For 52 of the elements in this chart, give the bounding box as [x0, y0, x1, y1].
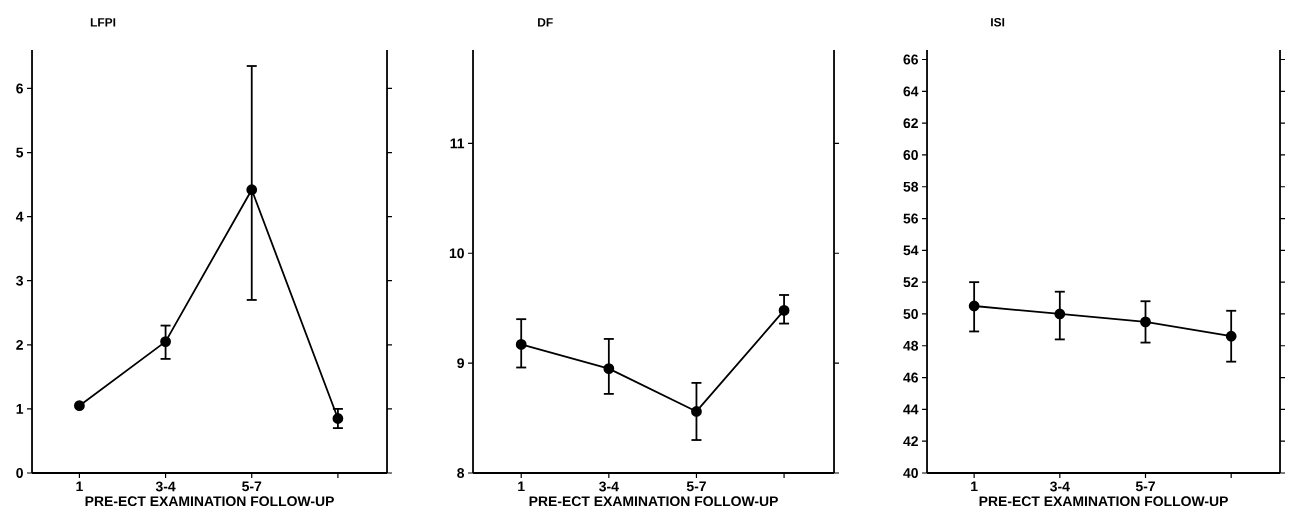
y-tick-label: 54	[903, 245, 919, 256]
x-tick-label: 3-4	[599, 481, 619, 492]
x-tick-label: 5-7	[1135, 481, 1155, 492]
point	[74, 400, 85, 412]
y-tick-label: 2	[16, 339, 23, 350]
y-tick-label: 44	[903, 404, 919, 415]
y-tick-label: 58	[903, 181, 919, 192]
y-tick-label: 1	[16, 404, 24, 414]
y-tick-label: 11	[450, 138, 465, 149]
y-tick-label: 10	[449, 248, 464, 259]
x-axis-title: PRE-ECT EXAMINATION FOLLOW-UP	[85, 496, 334, 507]
y-tick-label: 66	[903, 54, 918, 65]
y-tick-label: 9	[457, 358, 464, 369]
chart-title: LFPI	[90, 18, 116, 27]
point	[515, 339, 527, 350]
y-tick-label: 56	[903, 213, 918, 224]
point	[246, 184, 258, 196]
x-tick-label: 3-4	[1050, 481, 1070, 492]
x-tick-label: 1	[518, 481, 525, 492]
point	[1225, 330, 1237, 342]
x-axis-title: PRE-ECT EXAMINATION FOLLOW-UP	[529, 496, 778, 507]
y-tick-label: 5	[16, 147, 24, 158]
y-tick-label: 64	[903, 86, 919, 97]
y-tick-label: 8	[457, 468, 465, 478]
point	[968, 300, 980, 312]
y-tick-label: 42	[903, 436, 918, 447]
y-tick-label: 62	[903, 118, 918, 129]
x-tick-label: 1	[971, 481, 978, 492]
y-tick-label: 40	[903, 468, 918, 478]
point	[1140, 316, 1151, 328]
x-tick-label: 5-7	[686, 481, 706, 492]
point	[1054, 308, 1066, 320]
x-tick-label: 1	[76, 481, 83, 492]
x-tick-label: 5-7	[242, 481, 262, 492]
chart-title: DF	[538, 18, 553, 27]
point	[691, 406, 702, 417]
chart-title: ISI	[991, 18, 1005, 27]
y-tick-label: 52	[903, 277, 918, 288]
y-tick-label: 4	[15, 211, 24, 222]
y-tick-label: 60	[903, 149, 918, 160]
point	[332, 413, 344, 424]
y-tick-label: 3	[16, 275, 23, 286]
y-tick-label: 48	[903, 340, 919, 351]
y-tick-label: 6	[16, 83, 23, 94]
x-tick-label: 3-4	[155, 481, 176, 492]
point	[603, 363, 615, 375]
y-tick-label: 46	[903, 372, 918, 383]
point	[778, 304, 790, 316]
x-axis-title: PRE-ECT EXAMINATION FOLLOW-UP	[979, 496, 1228, 507]
y-tick-label: 0	[16, 468, 23, 478]
point	[160, 336, 171, 347]
y-tick-label: 50	[903, 309, 918, 319]
